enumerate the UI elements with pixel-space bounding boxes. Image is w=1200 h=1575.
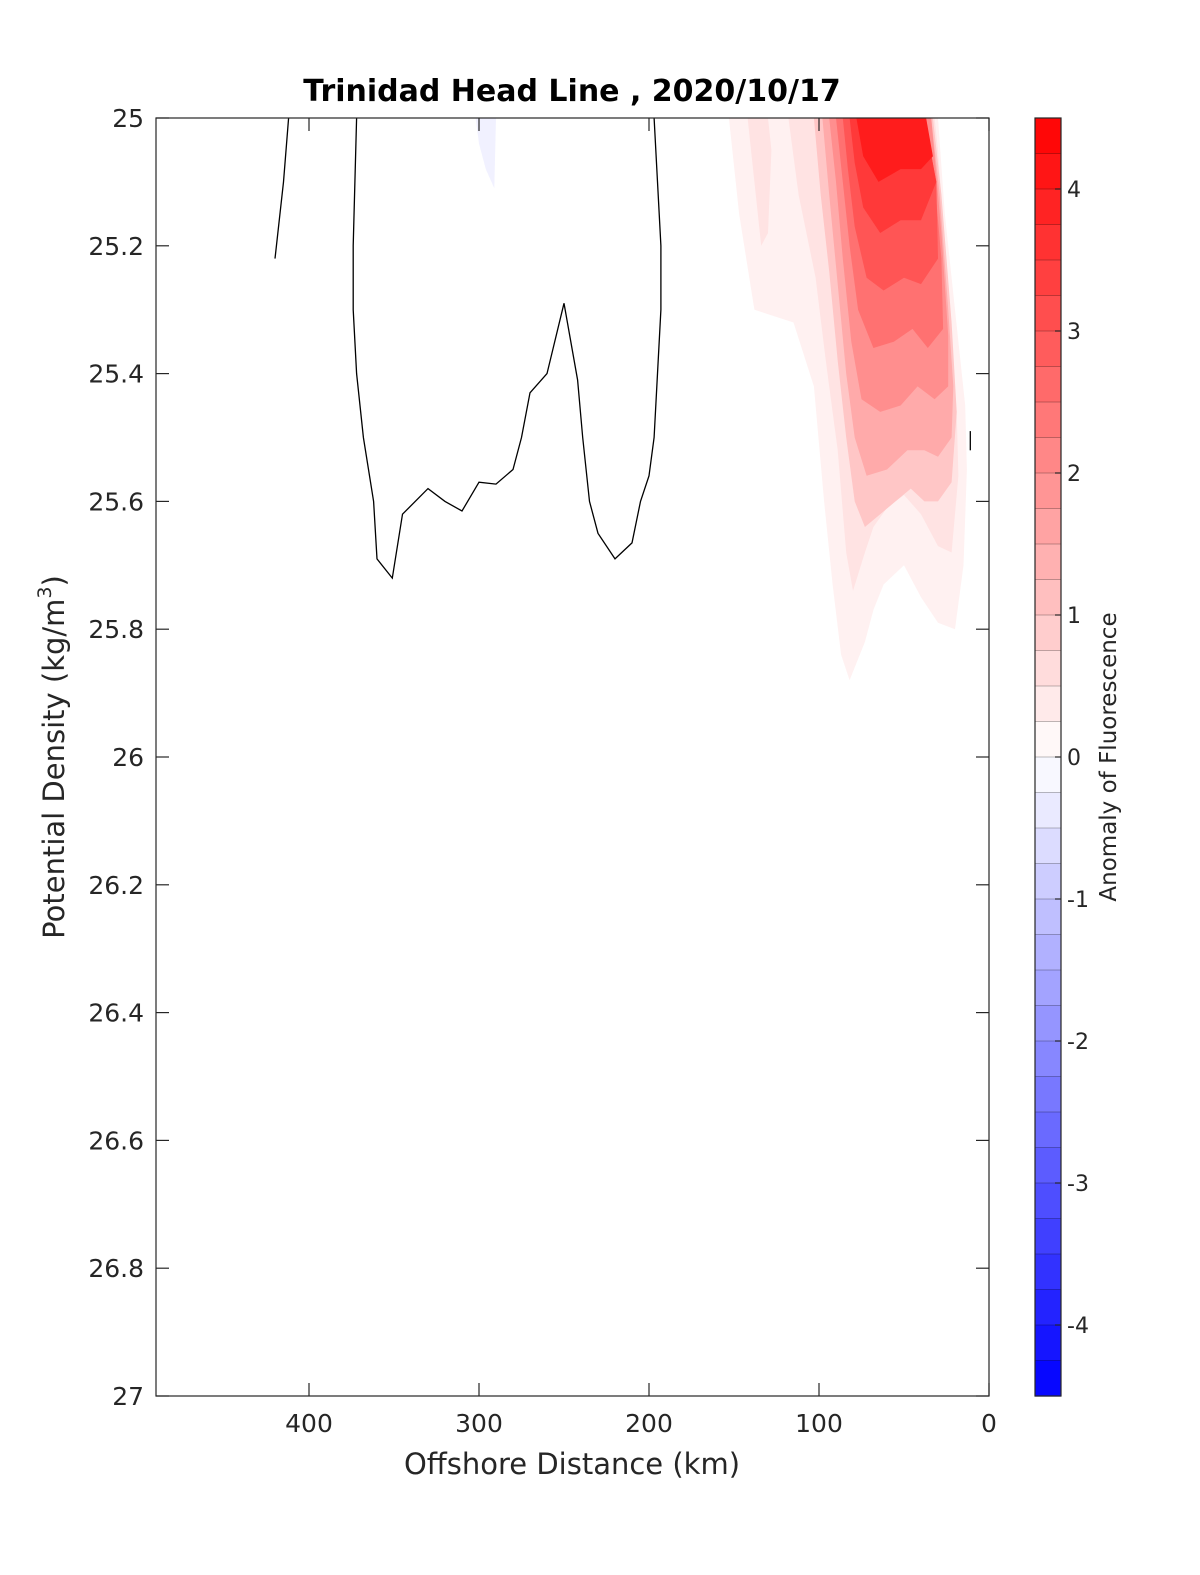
anomaly-region-2 (747, 118, 772, 246)
colorbar-band (1035, 508, 1061, 545)
y-tick-label: 25.4 (88, 360, 144, 389)
anomaly-fields (475, 118, 967, 681)
colorbar-band (1035, 544, 1061, 581)
y-tick-label: 25.8 (88, 615, 144, 644)
colorbar-band (1035, 1112, 1061, 1149)
y-axis-label-text: Potential Density (kg/m (37, 599, 71, 939)
y-tick-label: 26 (112, 743, 144, 772)
y-tick-label: 26.8 (88, 1254, 144, 1283)
colorbar-band (1035, 366, 1061, 403)
chart-title: Trinidad Head Line , 2020/10/17 (303, 74, 840, 109)
colorbar-band (1035, 1041, 1061, 1078)
x-tick-label: 300 (455, 1409, 503, 1438)
colorbar-band (1035, 118, 1061, 155)
colorbar-band (1035, 792, 1061, 829)
colorbar-band (1035, 1147, 1061, 1184)
colorbar-label: Anomaly of Fluorescence (1096, 612, 1122, 901)
anomaly-region-9 (856, 118, 933, 182)
colorbar-band (1035, 1005, 1061, 1042)
colorbar-tick-label: -1 (1067, 888, 1089, 913)
y-tick-label: 25 (112, 104, 144, 133)
colorbar-band (1035, 686, 1061, 723)
y-tick-label: 25.2 (88, 232, 144, 261)
colorbar-tick-label: 3 (1067, 320, 1081, 345)
colorbar-band (1035, 970, 1061, 1007)
colorbar-band (1035, 1183, 1061, 1220)
colorbar-band (1035, 295, 1061, 332)
colorbar-band (1035, 1360, 1061, 1397)
colorbar-band (1035, 153, 1061, 190)
x-tick-label: 100 (795, 1409, 843, 1438)
colorbar-band (1035, 1218, 1061, 1255)
colorbar-band (1035, 1289, 1061, 1326)
colorbar-band (1035, 260, 1061, 297)
colorbar-tick-label: -4 (1067, 1314, 1089, 1339)
colorbar-band (1035, 579, 1061, 616)
zero-contours (274, 118, 971, 580)
y-tick-label: 27 (112, 1382, 144, 1411)
colorbar-tick-label: -2 (1067, 1030, 1089, 1055)
x-tick-label: 0 (981, 1409, 997, 1438)
colorbar-tick-label: 4 (1067, 178, 1081, 203)
colorbar-band (1035, 828, 1061, 865)
colorbar-band (1035, 224, 1061, 261)
colorbar-band (1035, 650, 1061, 687)
colorbar-band (1035, 934, 1061, 971)
colorbar-band (1035, 1076, 1061, 1113)
colorbar-tick-label: -3 (1067, 1172, 1089, 1197)
x-tick-label: 400 (285, 1409, 333, 1438)
x-axis: 400 300 200 100 0 (285, 118, 997, 1438)
y-axis-label: Potential Density (kg/m3) (34, 575, 71, 939)
colorbar-band (1035, 721, 1061, 758)
zero-contour-0 (274, 118, 290, 259)
colorbar-band (1035, 863, 1061, 900)
colorbar-band (1035, 1254, 1061, 1291)
zero-contour-1 (352, 118, 662, 580)
y-tick-label: 26.4 (88, 999, 144, 1028)
colorbar-band (1035, 402, 1061, 439)
colorbar-band (1035, 189, 1061, 226)
colorbar-tick-label: 2 (1067, 462, 1081, 487)
colorbar-band (1035, 899, 1061, 936)
colorbar-band (1035, 1325, 1061, 1362)
y-tick-label: 25.6 (88, 487, 144, 516)
y-tick-label: 26.6 (88, 1126, 144, 1155)
colorbar-band (1035, 331, 1061, 368)
x-axis-label: Offshore Distance (km) (404, 1447, 740, 1481)
colorbar-band (1035, 757, 1061, 794)
y-axis: 25 25.2 25.4 25.6 25.8 26 26.2 26.4 26.6 26.8 27 (88, 104, 989, 1411)
anomaly-region-10 (475, 118, 496, 189)
y-axis-label-superscript: 3 (34, 586, 56, 598)
x-tick-label: 200 (625, 1409, 673, 1438)
colorbar-tick-label: 0 (1067, 746, 1081, 771)
y-tick-label: 26.2 (88, 871, 144, 900)
colorbar-band (1035, 473, 1061, 510)
colorbar-band (1035, 437, 1061, 474)
colorbar-band (1035, 615, 1061, 652)
colorbar-tick-label: 1 (1067, 604, 1081, 629)
colorbar: 4 3 2 1 0 -1 -2 -3 -4 (1034, 117, 1089, 1397)
y-axis-label-close: ) (37, 575, 71, 586)
